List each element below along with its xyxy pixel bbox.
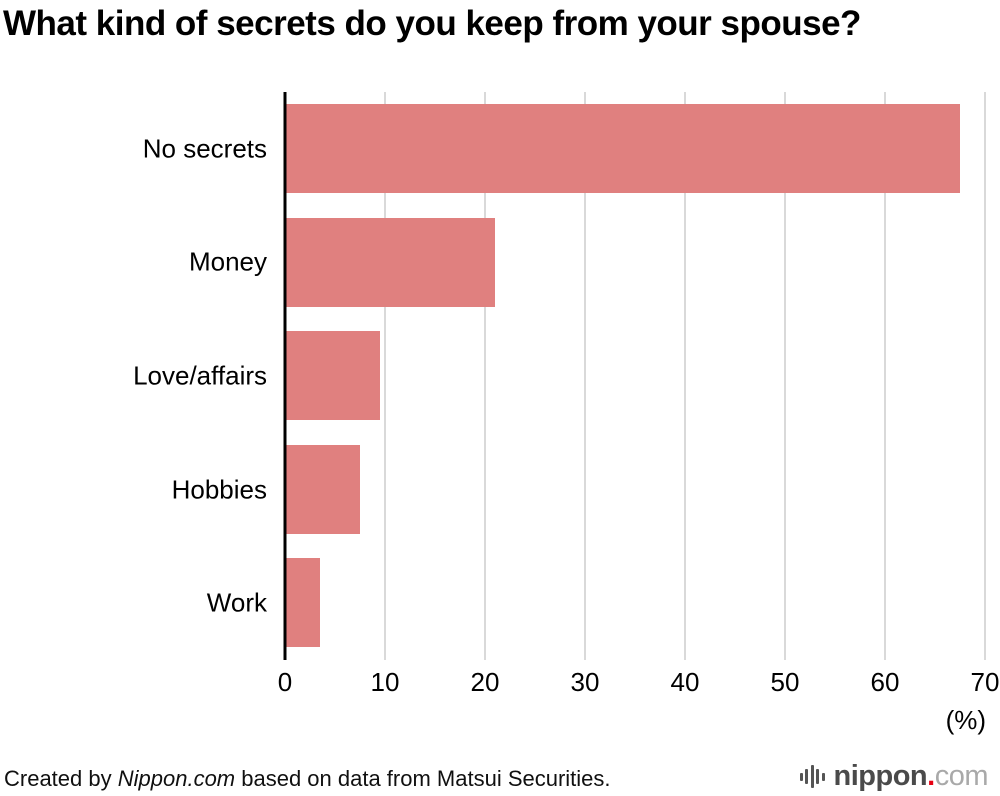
category-label-no-secrets: No secrets: [142, 133, 267, 164]
bar-work: [285, 558, 320, 648]
gridline: [684, 92, 686, 660]
x-axis-unit-label: (%): [945, 705, 986, 735]
x-tick-label: 30: [570, 667, 600, 697]
gridline: [884, 92, 886, 660]
bar-row: Money: [189, 206, 985, 320]
bar-no-secrets: [285, 104, 960, 193]
gridline: [984, 92, 986, 660]
gridline: [384, 92, 386, 660]
bar-hobbies: [285, 444, 360, 534]
bar-row: No secrets: [143, 92, 985, 206]
x-tick-label: 40: [670, 667, 700, 697]
bar-money: [285, 217, 495, 307]
x-tick-label: 70: [970, 667, 1000, 697]
logo-tld: com: [934, 760, 989, 792]
credit-suffix: based on data from Matsui Securities.: [235, 766, 611, 791]
x-axis: 0 10 20 30 40 50 60 70: [278, 667, 1000, 699]
bar-row: Hobbies: [172, 433, 985, 547]
x-tick-label: 60: [870, 667, 900, 697]
bar-love-affairs: [285, 331, 380, 421]
x-tick-label: 10: [370, 667, 400, 697]
category-label-work: Work: [206, 587, 267, 618]
gridline: [484, 92, 486, 660]
category-label-hobbies: Hobbies: [171, 474, 267, 505]
bar-row: Love/affairs: [133, 319, 985, 433]
chart-title: What kind of secrets do you keep from yo…: [3, 4, 861, 43]
credit-text: Created by Nippon.com based on data from…: [4, 766, 611, 792]
credit-site-name: Nippon.com: [117, 766, 236, 791]
waveform-icon: [799, 762, 825, 792]
bar-row: Work: [207, 546, 985, 660]
logo-text: nippon.com: [834, 760, 989, 793]
x-tick-label: 0: [277, 667, 293, 697]
x-tick-label: 20: [470, 667, 500, 697]
category-label-money: Money: [188, 246, 267, 277]
credit-prefix: Created by: [4, 766, 118, 791]
plot-area: No secrets Money Love/affairs Hobbies Work: [133, 92, 986, 660]
category-label-love-affairs: Love/affairs: [133, 360, 267, 391]
y-axis-line: [283, 92, 287, 660]
logo-dot: .: [927, 760, 935, 792]
gridline: [784, 92, 786, 660]
nippon-logo: nippon.com: [799, 760, 989, 793]
logo-name: nippon: [833, 760, 928, 792]
x-tick-label: 50: [770, 667, 800, 697]
gridline: [584, 92, 586, 660]
